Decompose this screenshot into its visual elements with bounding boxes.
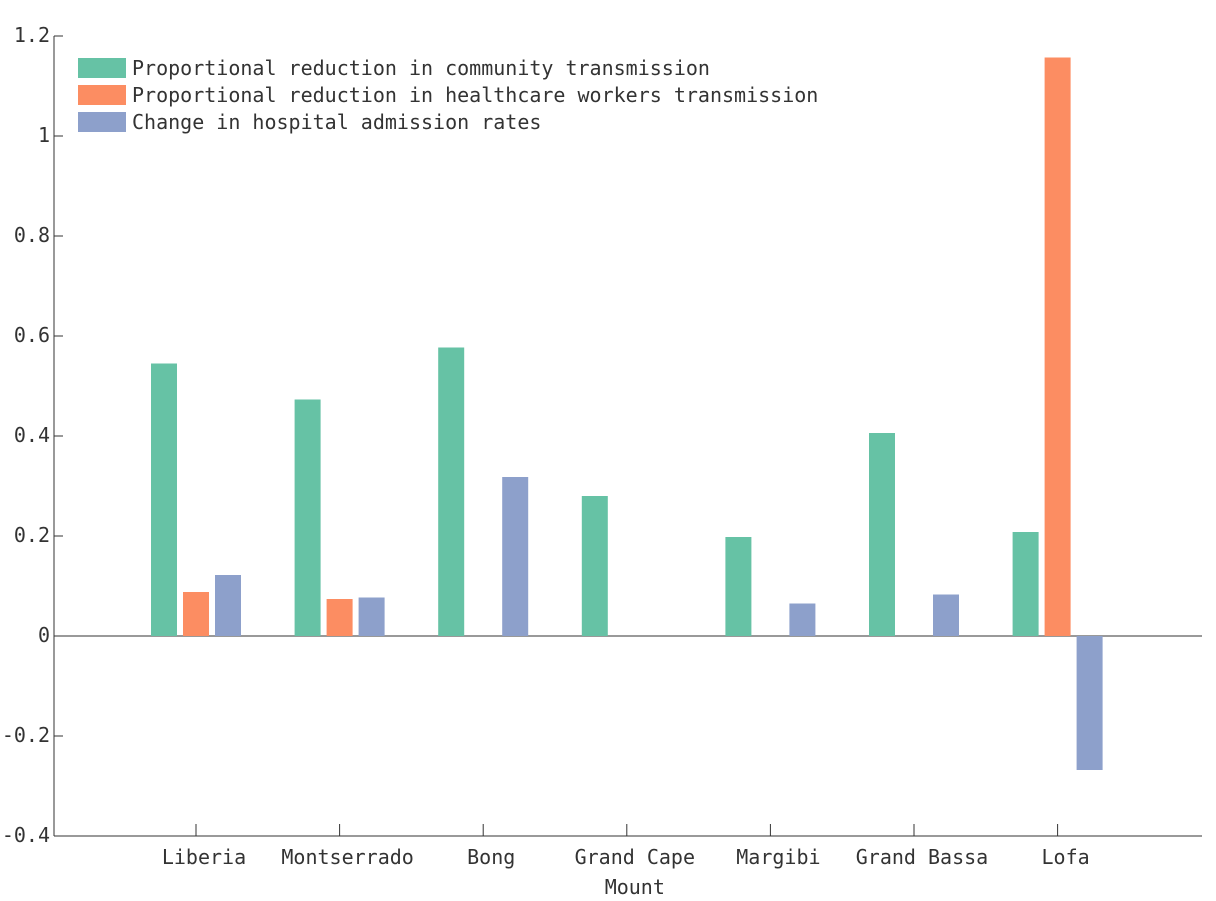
bar <box>294 399 321 636</box>
y-tick-label: -0.4 <box>2 823 50 847</box>
bar <box>358 597 385 636</box>
x-category-label: Mount <box>605 875 665 899</box>
legend-label: Proportional reduction in community tran… <box>132 56 710 80</box>
legend-swatch <box>78 112 126 132</box>
legend-label: Change in hospital admission rates <box>132 110 541 134</box>
bar <box>183 592 209 636</box>
bar <box>215 575 241 636</box>
bars <box>151 57 1103 770</box>
y-tick-label: 0.4 <box>14 423 50 447</box>
bar <box>502 477 529 636</box>
x-category-label: Liberia <box>162 845 246 869</box>
bar <box>581 496 608 636</box>
x-category-label: Margibi <box>736 845 820 869</box>
bar <box>789 603 816 636</box>
bar <box>869 433 895 636</box>
y-tick-label: 1 <box>38 123 50 147</box>
x-category-label: Montserrado <box>281 845 413 869</box>
x-category-label: Grand Bassa <box>856 845 988 869</box>
bar <box>1044 57 1071 636</box>
y-tick-label: 0.2 <box>14 523 50 547</box>
bar <box>326 599 353 636</box>
bar <box>725 537 752 636</box>
bar <box>1012 532 1039 636</box>
axes: -0.4 -0.2 0 0.2 0.4 0.6 0.8 1 1.2 Liberia Montserr… <box>2 23 1202 899</box>
bar <box>1076 636 1103 770</box>
x-category-label: Lofa <box>1042 845 1090 869</box>
y-tick-label: 0.8 <box>14 223 50 247</box>
legend-swatch <box>78 85 126 105</box>
y-tick-label: -0.2 <box>2 723 50 747</box>
legend-swatch <box>78 58 126 78</box>
y-tick-label: 1.2 <box>14 23 50 47</box>
x-category-label: Bong <box>467 845 515 869</box>
bar <box>151 363 177 636</box>
x-category-label: Grand Cape <box>575 845 695 869</box>
bar <box>933 594 959 636</box>
y-tick-label: 0 <box>38 623 50 647</box>
legend-label: Proportional reduction in healthcare wor… <box>132 83 818 107</box>
legend: Proportional reduction in community tran… <box>78 56 818 134</box>
bar <box>438 347 465 636</box>
y-tick-label: 0.6 <box>14 323 50 347</box>
